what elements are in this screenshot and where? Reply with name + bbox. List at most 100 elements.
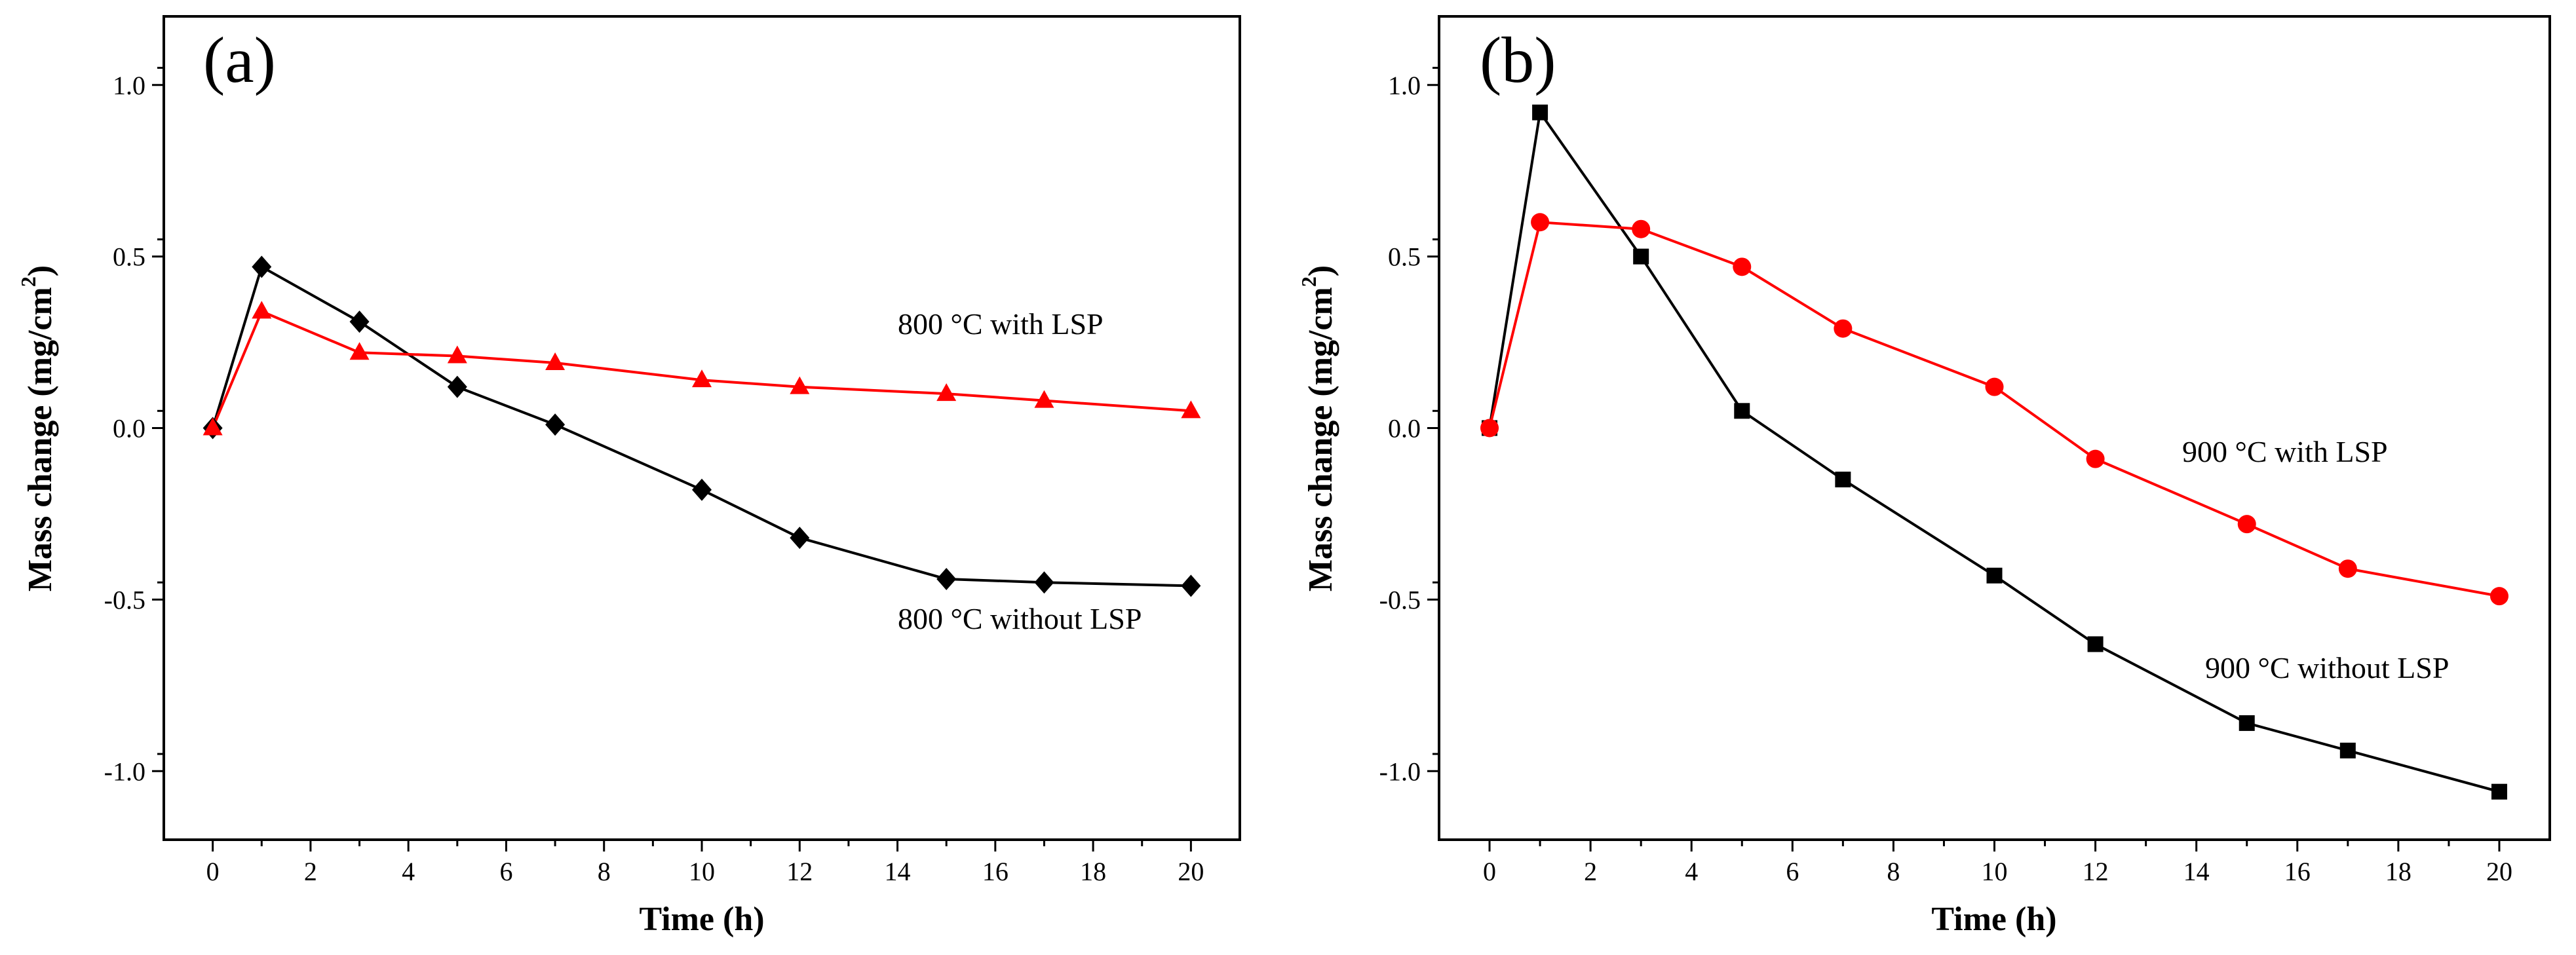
data-point-800-c-without-lsp <box>252 255 272 278</box>
data-point-800-c-without-lsp <box>1034 571 1054 594</box>
data-point-800-c-without-lsp <box>790 527 810 550</box>
data-point-900-c-with-lsp <box>2237 515 2256 534</box>
y-axis-label-b-end: ) <box>1302 265 1339 276</box>
data-point-800-c-without-lsp <box>349 310 370 333</box>
data-point-800-c-with-lsp <box>936 383 957 402</box>
data-point-800-c-without-lsp <box>545 413 566 436</box>
series-markers-b <box>1480 104 2509 800</box>
series-line-800-c-with-lsp <box>211 309 1191 429</box>
y-tick-label-b: -1.0 <box>1379 757 1421 786</box>
ticks-b: 0 2 4 6 8 10 12 14 16 18 20 -1.0 -0.5 0.0 0.5 1.0 <box>1379 67 2512 886</box>
data-point-900-c-with-lsp <box>2489 587 2509 606</box>
annotation-800-without-lsp: 800 °C without LSP <box>898 602 1142 635</box>
y-axis-label-b-sup: 2 <box>1297 276 1320 287</box>
plot-frame-a <box>163 15 1241 841</box>
ticks-a: 0 2 4 6 8 10 12 14 16 18 20 -1.0 -0.5 0.0 0.5 1.0 <box>104 67 1204 886</box>
panel-a: 0 2 4 6 8 10 12 14 16 18 20 -1.0 -0.5 0.0 0.5 1.0 (a) 8… <box>16 15 1241 938</box>
series-lines-a <box>211 265 1191 588</box>
data-point-800-c-with-lsp <box>252 301 272 319</box>
data-point-800-c-with-lsp <box>545 352 566 370</box>
panel-label-b: (b) <box>1480 24 1556 96</box>
x-axis-label-b: Time (h) <box>1931 901 2056 938</box>
data-point-900-c-without-lsp <box>1532 104 1548 121</box>
plot-frame-b <box>1438 15 2551 841</box>
data-point-900-c-without-lsp <box>2087 636 2104 652</box>
y-tick-label-b: 0.0 <box>1388 414 1421 443</box>
x-tick-label-a: 14 <box>885 857 911 886</box>
annotation-900-without-lsp: 900 °C without LSP <box>2205 651 2449 684</box>
data-point-900-c-with-lsp <box>1834 319 1853 338</box>
y-axis-label-b: Mass change (mg/cm2) <box>1297 265 1339 591</box>
data-point-800-c-with-lsp <box>692 369 712 388</box>
y-tick-label-a: -1.0 <box>104 757 145 786</box>
x-tick-label-a: 4 <box>402 857 415 886</box>
data-point-900-c-without-lsp <box>1986 567 2003 584</box>
panel-label-a: (a) <box>203 24 276 96</box>
y-tick-label-a: 0.0 <box>113 414 145 443</box>
data-point-900-c-without-lsp <box>1835 472 1851 488</box>
x-tick-label-b: 2 <box>1584 857 1597 886</box>
y-tick-label-a: 1.0 <box>113 71 145 100</box>
x-tick-label-b: 20 <box>2486 857 2512 886</box>
x-tick-label-a: 18 <box>1080 857 1106 886</box>
data-point-900-c-with-lsp <box>1480 419 1499 438</box>
data-point-800-c-without-lsp <box>936 567 957 590</box>
y-axis-label-a-sup: 2 <box>16 276 40 287</box>
x-tick-label-b: 6 <box>1786 857 1799 886</box>
x-tick-label-b: 4 <box>1685 857 1698 886</box>
x-tick-label-b: 10 <box>1982 857 2008 886</box>
x-tick-label-a: 10 <box>689 857 715 886</box>
data-point-800-c-with-lsp <box>447 345 467 364</box>
y-axis-label-a-end: ) <box>22 265 59 276</box>
data-point-900-c-with-lsp <box>2086 449 2105 468</box>
x-tick-label-a: 8 <box>598 857 611 886</box>
data-point-800-c-with-lsp <box>790 376 810 394</box>
data-point-800-c-without-lsp <box>1181 574 1201 597</box>
data-point-900-c-with-lsp <box>1632 219 1651 238</box>
data-point-900-c-with-lsp <box>1531 213 1550 232</box>
x-tick-label-b: 0 <box>1483 857 1496 886</box>
panel-b: 0 2 4 6 8 10 12 14 16 18 20 -1.0 -0.5 0.0 0.5 1.0 (b) 9… <box>1297 15 2551 938</box>
series-line-800-c-without-lsp <box>211 265 1191 588</box>
x-tick-label-a: 16 <box>982 857 1009 886</box>
data-point-800-c-with-lsp <box>1181 400 1201 419</box>
data-point-900-c-without-lsp <box>2239 715 2255 731</box>
x-tick-label-a: 0 <box>206 857 220 886</box>
annotation-900-with-lsp: 900 °C with LSP <box>2182 435 2388 468</box>
data-point-900-c-with-lsp <box>1733 257 1752 276</box>
y-tick-label-b: 1.0 <box>1388 71 1421 100</box>
annotation-800-with-lsp: 800 °C with LSP <box>898 307 1104 341</box>
y-tick-label-a: -0.5 <box>104 585 145 614</box>
x-axis-label-a: Time (h) <box>639 901 764 938</box>
data-point-900-c-with-lsp <box>2338 559 2357 578</box>
x-tick-label-b: 12 <box>2083 857 2109 886</box>
data-point-800-c-with-lsp <box>349 342 370 360</box>
y-axis-label-b-main: Mass change (mg/cm <box>1302 287 1339 591</box>
x-tick-label-b: 14 <box>2183 857 2210 886</box>
y-tick-label-b: -0.5 <box>1379 585 1421 614</box>
x-tick-label-a: 6 <box>499 857 512 886</box>
x-tick-label-a: 12 <box>786 857 813 886</box>
y-axis-label-a-main: Mass change (mg/cm <box>22 287 59 591</box>
x-tick-label-b: 8 <box>1887 857 1900 886</box>
x-tick-label-a: 20 <box>1178 857 1204 886</box>
series-markers-a <box>202 255 1201 597</box>
data-point-900-c-without-lsp <box>2339 742 2356 758</box>
series-line-900-c-with-lsp <box>1488 221 2500 598</box>
x-tick-label-b: 18 <box>2385 857 2412 886</box>
data-point-800-c-with-lsp <box>202 417 223 436</box>
y-tick-label-a: 0.5 <box>113 242 145 272</box>
data-point-800-c-without-lsp <box>692 478 712 501</box>
series-lines-b <box>1488 109 2500 793</box>
data-point-900-c-without-lsp <box>1734 403 1750 419</box>
x-tick-label-a: 2 <box>304 857 317 886</box>
data-point-800-c-without-lsp <box>447 375 467 398</box>
series-line-900-c-without-lsp <box>1488 109 2500 793</box>
data-point-900-c-without-lsp <box>1633 248 1649 265</box>
data-point-900-c-without-lsp <box>2491 783 2507 800</box>
y-axis-label-a: Mass change (mg/cm2) <box>16 265 59 591</box>
data-point-800-c-with-lsp <box>1034 390 1054 408</box>
data-point-900-c-with-lsp <box>1985 377 2004 396</box>
x-tick-label-b: 16 <box>2284 857 2311 886</box>
